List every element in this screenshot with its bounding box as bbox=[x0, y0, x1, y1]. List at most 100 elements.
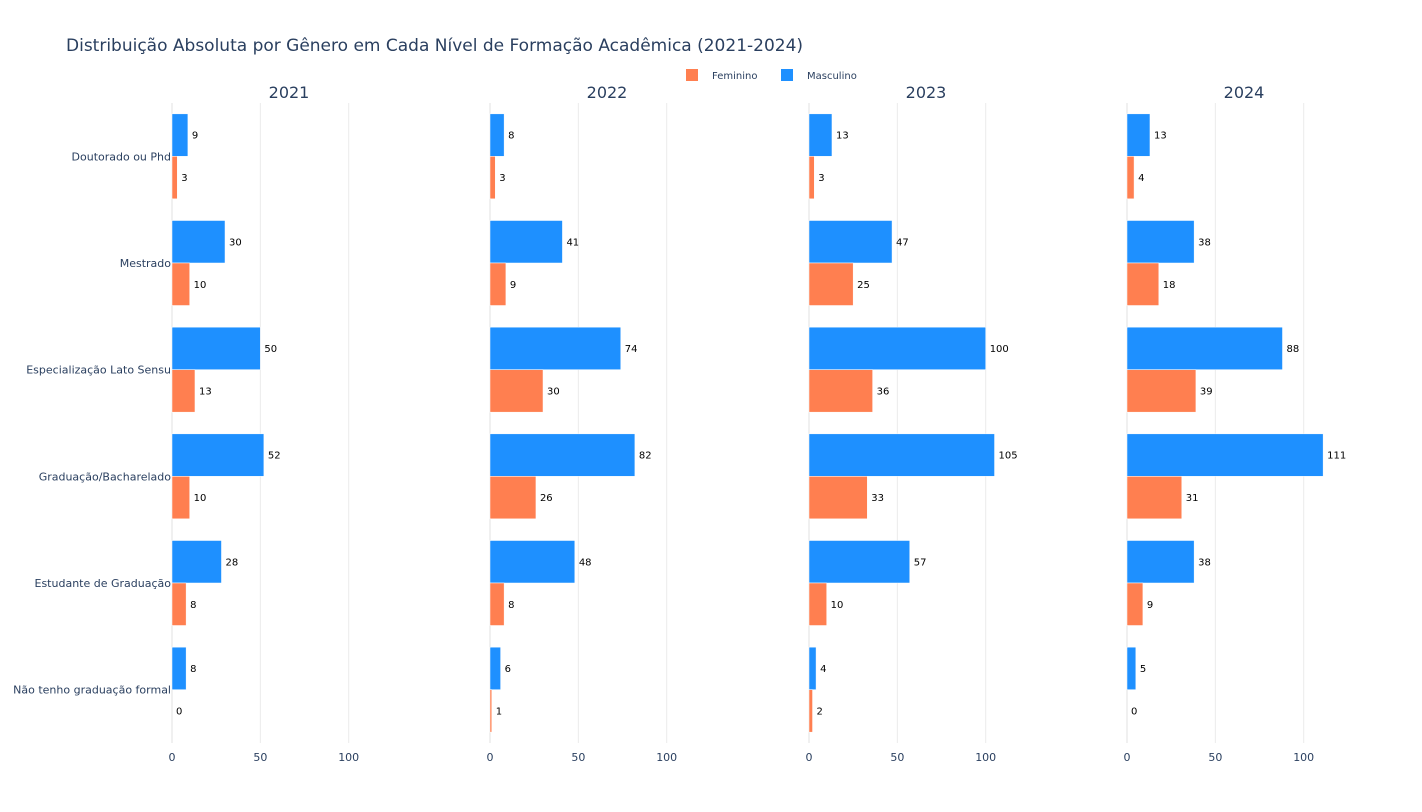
bar-masculino[interactable] bbox=[808, 113, 833, 157]
bar-feminino[interactable] bbox=[171, 582, 187, 626]
data-label: 57 bbox=[914, 557, 927, 568]
legend-label: Masculino bbox=[807, 71, 857, 82]
x-tick-label: 100 bbox=[975, 751, 996, 764]
data-label: 111 bbox=[1327, 451, 1346, 462]
data-label: 30 bbox=[229, 237, 242, 248]
bar-feminino[interactable] bbox=[1126, 582, 1144, 626]
data-label: 25 bbox=[857, 280, 870, 291]
bar-masculino[interactable] bbox=[489, 220, 563, 264]
data-label: 2 bbox=[817, 706, 823, 717]
x-tick-label: 0 bbox=[806, 751, 813, 764]
data-label: 13 bbox=[199, 386, 212, 397]
bar-feminino[interactable] bbox=[171, 156, 178, 200]
bar-feminino[interactable] bbox=[1126, 156, 1135, 200]
subplot-title: 2021 bbox=[269, 83, 310, 102]
bar-masculino[interactable] bbox=[808, 433, 995, 477]
bar-masculino[interactable] bbox=[171, 220, 226, 264]
x-tick-label: 100 bbox=[1293, 751, 1314, 764]
data-label: 38 bbox=[1198, 237, 1211, 248]
bar-feminino[interactable] bbox=[808, 689, 813, 733]
data-label: 18 bbox=[1163, 280, 1176, 291]
legend-label: Feminino bbox=[712, 71, 757, 82]
data-label: 8 bbox=[508, 131, 514, 142]
data-label: 10 bbox=[194, 280, 207, 291]
data-label: 10 bbox=[831, 600, 844, 611]
bar-feminino[interactable] bbox=[489, 582, 505, 626]
bar-masculino[interactable] bbox=[1126, 646, 1137, 690]
bar-masculino[interactable] bbox=[171, 540, 222, 584]
subplot-2023: 0 50 100 2023 13 3 47 25 100 36 105 33 57 10 4 2 bbox=[806, 83, 1018, 764]
bar-feminino[interactable] bbox=[808, 369, 873, 413]
bar-feminino[interactable] bbox=[808, 582, 827, 626]
subplot-title: 2022 bbox=[587, 83, 628, 102]
bar-masculino[interactable] bbox=[1126, 113, 1151, 157]
bar-feminino[interactable] bbox=[808, 476, 868, 520]
bar-feminino[interactable] bbox=[489, 369, 544, 413]
subplot-title: 2024 bbox=[1224, 83, 1265, 102]
bar-feminino[interactable] bbox=[489, 262, 507, 306]
legend-swatch bbox=[686, 69, 698, 81]
x-tick-label: 50 bbox=[253, 751, 267, 764]
subplot-2022: 0 50 100 2022 8 3 41 9 74 30 82 26 48 8 6 1 bbox=[487, 83, 678, 764]
legend[interactable]: Feminino Masculino bbox=[686, 69, 857, 82]
bar-masculino[interactable] bbox=[808, 540, 910, 584]
data-label: 8 bbox=[190, 664, 196, 675]
bar-masculino[interactable] bbox=[171, 433, 265, 477]
data-label: 38 bbox=[1198, 557, 1211, 568]
bar-masculino[interactable] bbox=[489, 113, 505, 157]
data-label: 3 bbox=[499, 173, 505, 184]
data-label: 4 bbox=[820, 664, 826, 675]
subplot-2021: 0 50 100 2021 9 3 30 10 50 13 52 10 28 8 8 0 Doutorado o… bbox=[13, 83, 359, 764]
bar-masculino[interactable] bbox=[808, 326, 986, 370]
bar-feminino[interactable] bbox=[171, 369, 196, 413]
bar-feminino[interactable] bbox=[489, 476, 537, 520]
data-label: 9 bbox=[1147, 600, 1153, 611]
data-label: 82 bbox=[639, 451, 652, 462]
category-label: Estudante de Graduação bbox=[35, 577, 172, 590]
bar-feminino[interactable] bbox=[1126, 262, 1160, 306]
legend-item-feminino[interactable]: Feminino bbox=[686, 69, 757, 82]
data-label: 50 bbox=[264, 344, 277, 355]
legend-item-masculino[interactable]: Masculino bbox=[781, 69, 857, 82]
bar-masculino[interactable] bbox=[489, 326, 622, 370]
bar-masculino[interactable] bbox=[1126, 326, 1283, 370]
bar-masculino[interactable] bbox=[171, 113, 189, 157]
data-label: 9 bbox=[192, 131, 198, 142]
category-label: Não tenho graduação formal bbox=[13, 684, 171, 697]
bar-feminino[interactable] bbox=[808, 156, 815, 200]
data-label: 3 bbox=[181, 173, 187, 184]
bar-feminino[interactable] bbox=[489, 689, 493, 733]
bar-feminino[interactable] bbox=[1126, 476, 1183, 520]
bar-masculino[interactable] bbox=[1126, 220, 1195, 264]
bar-feminino[interactable] bbox=[1126, 369, 1197, 413]
data-label: 1 bbox=[496, 706, 502, 717]
bar-masculino[interactable] bbox=[1126, 540, 1195, 584]
bar-masculino[interactable] bbox=[171, 646, 187, 690]
data-label: 30 bbox=[547, 386, 560, 397]
data-label: 3 bbox=[818, 173, 824, 184]
legend-swatch bbox=[781, 69, 793, 81]
bar-feminino[interactable] bbox=[489, 156, 496, 200]
data-label: 36 bbox=[877, 386, 890, 397]
category-label: Graduação/Bacharelado bbox=[39, 470, 172, 483]
bar-feminino[interactable] bbox=[171, 262, 190, 306]
bar-masculino[interactable] bbox=[808, 220, 893, 264]
data-label: 39 bbox=[1200, 386, 1213, 397]
x-tick-label: 50 bbox=[1208, 751, 1222, 764]
x-tick-label: 100 bbox=[656, 751, 677, 764]
bar-feminino[interactable] bbox=[171, 476, 190, 520]
bar-feminino[interactable] bbox=[808, 262, 854, 306]
data-label: 88 bbox=[1286, 344, 1299, 355]
bar-masculino[interactable] bbox=[489, 646, 501, 690]
x-tick-label: 0 bbox=[487, 751, 494, 764]
data-label: 100 bbox=[990, 344, 1009, 355]
bar-masculino[interactable] bbox=[171, 326, 261, 370]
data-label: 0 bbox=[1131, 706, 1137, 717]
bar-masculino[interactable] bbox=[808, 646, 817, 690]
bar-masculino[interactable] bbox=[489, 540, 576, 584]
bar-masculino[interactable] bbox=[1126, 433, 1324, 477]
bar-masculino[interactable] bbox=[489, 433, 636, 477]
x-tick-label: 0 bbox=[169, 751, 176, 764]
